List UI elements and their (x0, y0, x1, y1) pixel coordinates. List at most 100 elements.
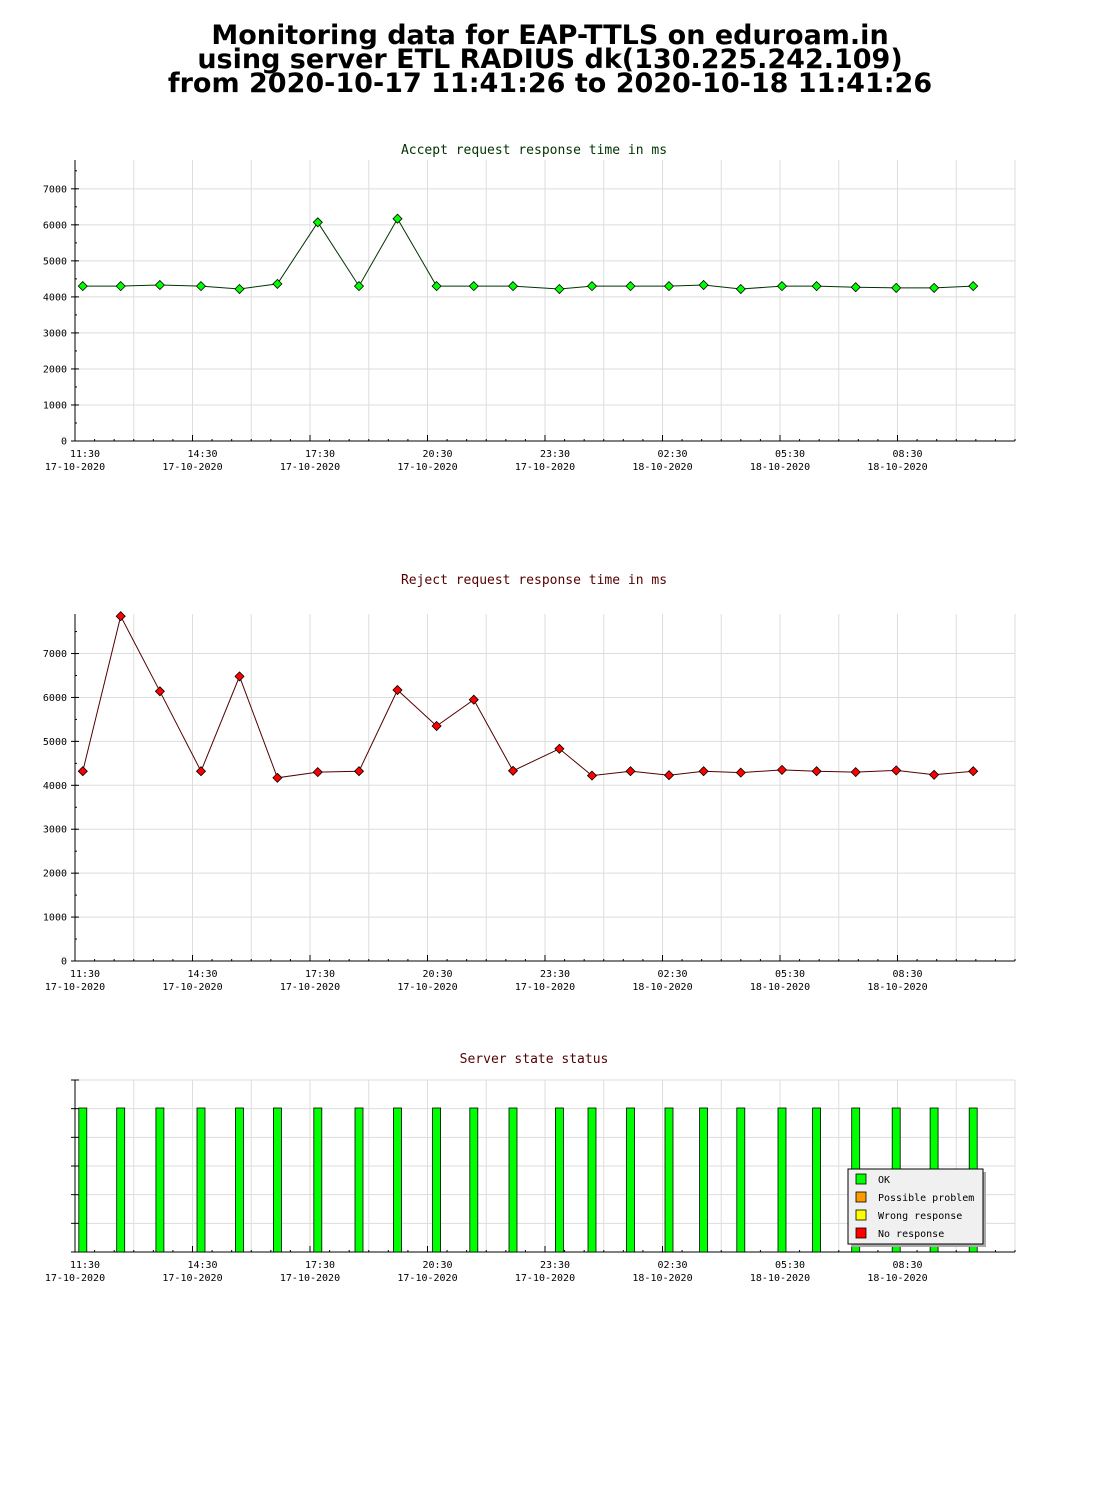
status-xtick-date: 17-10-2020 (515, 1273, 575, 1284)
accept-data-point (968, 281, 979, 292)
accept-data-point (554, 283, 565, 295)
accept-data-point (586, 281, 598, 292)
accept-xtick-date: 17-10-2020 (162, 462, 222, 473)
reject-xtick-time: 20:30 (422, 969, 452, 980)
status-bar (354, 1107, 364, 1253)
accept-data-point (77, 281, 88, 292)
legend-swatch (855, 1191, 867, 1203)
reject-xtick-date: 18-10-2020 (750, 982, 810, 993)
status-xtick-date: 17-10-2020 (45, 1273, 105, 1284)
reject-ytick-label: 5000 (43, 737, 67, 748)
accept-data-point (891, 282, 902, 293)
status-chart: 11:30 17-10-2020 14:30 17-10-2020 17:30 17-10… (45, 1052, 1016, 1284)
status-bar (432, 1107, 442, 1253)
accept-data-point (272, 278, 283, 289)
accept-series-line (82, 217, 974, 290)
reject-xtick-time: 11:30 (70, 969, 100, 980)
reject-data-point (353, 766, 365, 777)
accept-xtick-time: 20:30 (422, 449, 452, 460)
accept-data-point (234, 283, 245, 295)
accept-xtick-time: 02:30 (657, 449, 687, 460)
accept-ytick-label: 7000 (43, 184, 67, 195)
accept-data-point (507, 281, 519, 292)
legend-label: No response (878, 1229, 944, 1240)
accept-xtick-time: 11:30 (70, 449, 100, 460)
reject-data-point (154, 686, 165, 697)
reject-xtick-time: 23:30 (540, 969, 570, 980)
status-xtick-time: 11:30 (70, 1260, 100, 1271)
legend-box (847, 1168, 984, 1245)
accept-xtick-date: 18-10-2020 (632, 462, 692, 473)
accept-data-point (735, 283, 746, 295)
reject-chart: 11:30 17-10-2020 14:30 17-10-2020 17:30 17-10… (43, 573, 1016, 993)
page-title: Monitoring data for EAP-TTLS on eduroam.… (0, 22, 1100, 97)
reject-data-point (968, 766, 979, 777)
status-bar (699, 1107, 708, 1253)
reject-data-point (811, 766, 822, 777)
accept-xtick-time: 17:30 (305, 449, 335, 460)
reject-data-point (698, 766, 709, 777)
status-bar (196, 1107, 206, 1253)
reject-data-point (312, 767, 323, 778)
reject-xtick-time: 08:30 (892, 969, 922, 980)
accept-data-point (663, 281, 675, 292)
accept-xtick-time: 23:30 (540, 449, 570, 460)
legend-swatch (855, 1209, 867, 1221)
accept-chart-title: Accept request response time in ms (401, 143, 667, 158)
reject-data-point (195, 766, 207, 777)
reject-ytick-label: 3000 (43, 825, 67, 836)
accept-xtick-date: 17-10-2020 (397, 462, 457, 473)
reject-data-point (586, 770, 598, 781)
status-xtick-date: 18-10-2020 (632, 1273, 692, 1284)
reject-data-point (507, 765, 519, 776)
accept-ytick-label: 6000 (43, 220, 67, 231)
accept-ytick-label: 3000 (43, 328, 67, 339)
accept-data-point (431, 281, 442, 292)
reject-data-point (776, 764, 788, 775)
reject-ytick-label: 1000 (43, 913, 67, 924)
status-bar (235, 1107, 244, 1253)
reject-data-point (392, 684, 403, 696)
reject-data-point (115, 611, 126, 622)
status-xtick-time: 23:30 (540, 1260, 570, 1271)
reject-data-point (272, 772, 283, 783)
accept-data-point (929, 282, 940, 293)
reject-xtick-date: 18-10-2020 (867, 982, 927, 993)
reject-data-point (77, 766, 88, 777)
accept-xtick-date: 17-10-2020 (45, 462, 105, 473)
reject-xtick-time: 05:30 (775, 969, 805, 980)
reject-data-point (234, 671, 245, 682)
reject-xtick-time: 14:30 (187, 969, 217, 980)
accept-xtick-time: 05:30 (775, 449, 805, 460)
status-xtick-date: 17-10-2020 (280, 1273, 340, 1284)
legend-swatch (855, 1227, 867, 1239)
reject-chart-title: Reject request response time in ms (401, 573, 667, 588)
legend-label: Possible problem (878, 1193, 974, 1204)
status-bar (664, 1107, 674, 1253)
accept-xtick-date: 18-10-2020 (867, 462, 927, 473)
page-title-line-2: using server ETL RADIUS dk(130.225.242.1… (197, 44, 903, 75)
reject-data-point (850, 767, 861, 778)
accept-data-point (353, 281, 365, 292)
reject-xtick-date: 17-10-2020 (45, 982, 105, 993)
status-xtick-time: 02:30 (657, 1260, 687, 1271)
status-bar (736, 1107, 746, 1253)
accept-data-point (625, 281, 636, 292)
status-bar (469, 1107, 479, 1253)
accept-data-point (195, 281, 207, 292)
status-bar (155, 1107, 165, 1253)
accept-data-point (468, 281, 479, 292)
status-xtick-time: 20:30 (422, 1260, 452, 1271)
reject-ytick-label: 0 (61, 957, 67, 968)
accept-chart: 11:30 17-10-2020 14:30 17-10-2020 17:30 17-10… (43, 143, 1016, 473)
accept-data-point (811, 281, 822, 292)
reject-data-point (891, 765, 902, 776)
reject-xtick-date: 17-10-2020 (280, 982, 340, 993)
accept-data-point (776, 281, 788, 292)
accept-data-point (392, 213, 403, 224)
legend-label: OK (878, 1175, 890, 1186)
status-bar (626, 1107, 635, 1253)
status-xtick-date: 17-10-2020 (162, 1273, 222, 1284)
legend-swatch (855, 1173, 867, 1185)
accept-ytick-label: 5000 (43, 256, 67, 267)
